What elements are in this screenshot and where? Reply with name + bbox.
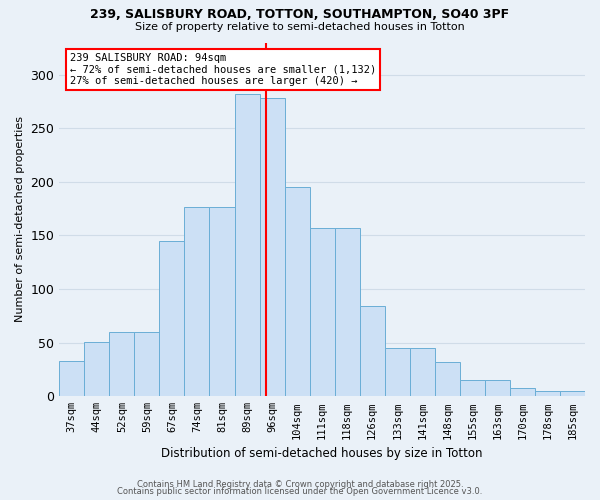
Text: 239 SALISBURY ROAD: 94sqm
← 72% of semi-detached houses are smaller (1,132)
27% : 239 SALISBURY ROAD: 94sqm ← 72% of semi-…	[70, 53, 376, 86]
Bar	[109, 332, 134, 396]
Bar	[235, 94, 260, 396]
Bar	[209, 206, 235, 396]
Bar	[59, 361, 85, 396]
Bar	[184, 206, 209, 396]
Bar	[510, 388, 535, 396]
Text: Contains HM Land Registry data © Crown copyright and database right 2025.: Contains HM Land Registry data © Crown c…	[137, 480, 463, 489]
Bar	[460, 380, 485, 396]
Bar	[560, 391, 585, 396]
Text: Contains public sector information licensed under the Open Government Licence v3: Contains public sector information licen…	[118, 487, 482, 496]
Text: Size of property relative to semi-detached houses in Totton: Size of property relative to semi-detach…	[135, 22, 465, 32]
Bar	[310, 228, 335, 396]
Bar	[385, 348, 410, 397]
Bar	[284, 187, 310, 396]
Bar	[485, 380, 510, 396]
Bar	[134, 332, 160, 396]
Bar	[85, 342, 109, 396]
Bar	[160, 241, 184, 396]
Bar	[535, 391, 560, 396]
Bar	[410, 348, 435, 397]
Bar	[435, 362, 460, 396]
Y-axis label: Number of semi-detached properties: Number of semi-detached properties	[15, 116, 25, 322]
Bar	[359, 306, 385, 396]
Bar	[335, 228, 359, 396]
Text: 239, SALISBURY ROAD, TOTTON, SOUTHAMPTON, SO40 3PF: 239, SALISBURY ROAD, TOTTON, SOUTHAMPTON…	[91, 8, 509, 20]
Bar	[260, 98, 284, 397]
X-axis label: Distribution of semi-detached houses by size in Totton: Distribution of semi-detached houses by …	[161, 447, 483, 460]
